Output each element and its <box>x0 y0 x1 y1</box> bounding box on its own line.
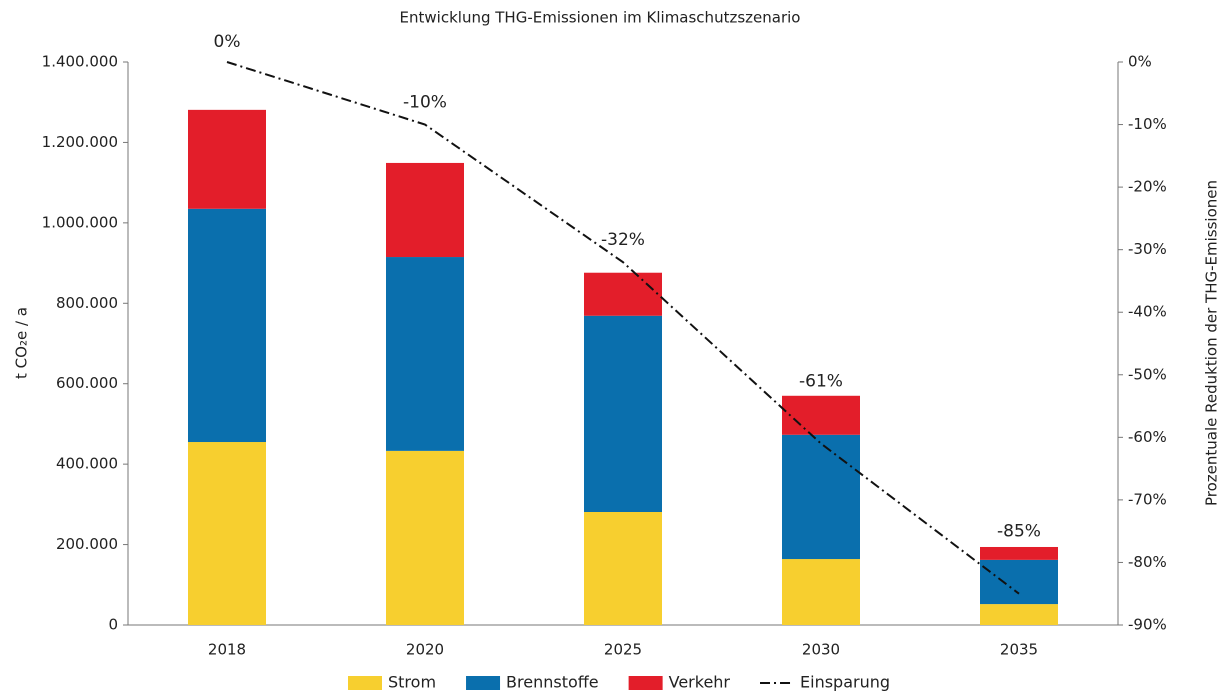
bar-segment <box>584 511 662 625</box>
y-tick-label: 0 <box>108 616 118 634</box>
bar-segment <box>980 546 1058 560</box>
bar-segment <box>980 559 1058 605</box>
data-label: -85% <box>997 522 1041 542</box>
bar-segment <box>188 442 266 625</box>
bar-segment <box>386 450 464 625</box>
x-tick-label: 2035 <box>1000 641 1038 659</box>
bar-segment <box>782 559 860 625</box>
chart-title: Entwicklung THG-Emissionen im Klimaschut… <box>400 9 801 27</box>
bar-segment <box>782 434 860 560</box>
bar-segment <box>980 604 1058 625</box>
y-axis-label: t CO₂e / a <box>13 307 31 379</box>
y2-tick-label: -50% <box>1128 365 1167 383</box>
x-tick-label: 2025 <box>604 641 642 659</box>
x-tick-label: 2030 <box>802 641 840 659</box>
y-tick-label: 200.000 <box>56 535 118 553</box>
bar-segment <box>386 257 464 451</box>
y2-tick-label: -80% <box>1128 553 1167 571</box>
y-tick-label: 800.000 <box>56 294 118 312</box>
data-label: -32% <box>601 230 645 250</box>
legend-swatch <box>348 676 382 690</box>
y2-tick-label: -10% <box>1128 115 1167 133</box>
y-tick-label: 400.000 <box>56 455 118 473</box>
y2-tick-label: 0% <box>1128 53 1152 71</box>
legend-label: Einsparung <box>800 673 890 692</box>
x-tick-label: 2020 <box>406 641 444 659</box>
legend-label: Strom <box>388 673 436 692</box>
y2-axis-label: Prozentuale Reduktion der THG-Emissionen <box>1203 180 1221 506</box>
bar-segment <box>188 208 266 443</box>
bar-segment <box>386 162 464 258</box>
y2-tick-label: -40% <box>1128 303 1167 321</box>
legend-swatch <box>628 676 663 690</box>
y2-tick-label: -20% <box>1128 178 1167 196</box>
bar-segment <box>584 272 662 316</box>
y-tick-label: 1.000.000 <box>42 213 118 231</box>
data-label: -10% <box>403 93 447 113</box>
y2-tick-label: -30% <box>1128 240 1167 258</box>
x-tick-label: 2018 <box>208 641 246 659</box>
y2-tick-label: -60% <box>1128 428 1167 446</box>
y-tick-label: 600.000 <box>56 374 118 392</box>
y2-tick-label: -70% <box>1128 490 1167 508</box>
data-label: 0% <box>214 32 241 52</box>
y-tick-label: 1.400.000 <box>42 53 118 71</box>
data-label: -61% <box>799 372 843 392</box>
legend-swatch <box>466 676 501 690</box>
y-tick-label: 1.200.000 <box>42 133 118 151</box>
bar-segment <box>188 109 266 209</box>
line <box>226 61 1020 595</box>
bar-segment <box>584 315 662 512</box>
bar-segment <box>782 395 860 435</box>
legend-label: Brennstoffe <box>506 673 599 692</box>
legend-label: Verkehr <box>669 673 731 692</box>
y2-tick-label: -90% <box>1128 616 1167 634</box>
